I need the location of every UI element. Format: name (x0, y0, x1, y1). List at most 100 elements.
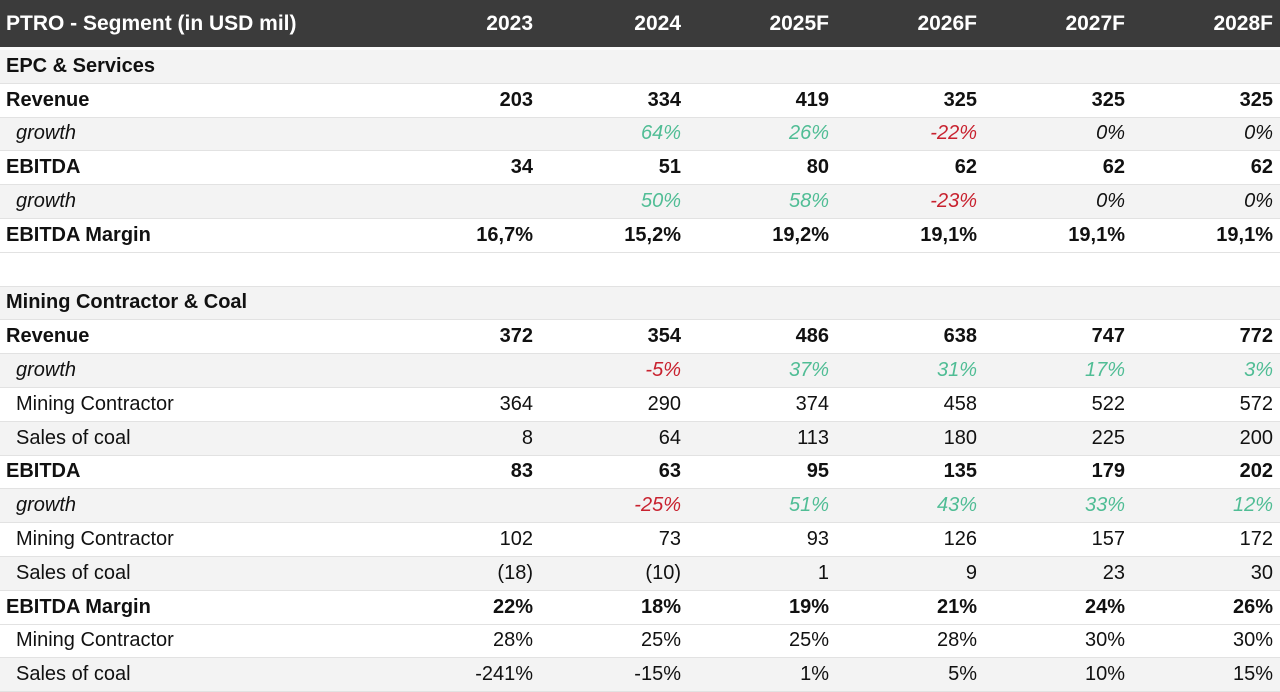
cell-value (392, 252, 540, 287)
cell-value: 63 (540, 455, 688, 490)
cell-value: 64 (540, 421, 688, 456)
cell-value (392, 185, 540, 219)
cell-value: 0% (984, 185, 1132, 219)
table-row: Mining Contractor 364 290 374 458 522 572 (0, 387, 1280, 422)
cell-value: 26% (688, 117, 836, 152)
cell-value: 17% (984, 354, 1132, 388)
cell-value: 93 (688, 523, 836, 557)
table-row: EBITDA Margin 16,7% 15,2% 19,2% 19,1% 19,1% 19… (0, 218, 1280, 253)
cell-value: 354 (540, 320, 688, 355)
row-label: growth (0, 117, 392, 152)
cell-value: 325 (1132, 83, 1280, 118)
year-header: 2024 (540, 0, 688, 50)
table-row: EBITDA Margin 22% 18% 19% 21% 24% 26% (0, 590, 1280, 625)
table-row: EBITDA 34 51 80 62 62 62 (0, 151, 1280, 186)
cell-value (984, 252, 1132, 287)
cell-value (392, 50, 540, 84)
table-row: Sales of coal 8 64 113 180 225 200 (0, 421, 1280, 456)
table-header: PTRO - Segment (in USD mil) 2023 2024 20… (0, 0, 1280, 50)
row-label: growth (0, 489, 392, 524)
cell-value: 200 (1132, 421, 1280, 456)
row-label: Sales of coal (0, 421, 392, 456)
cell-value: 15% (1132, 658, 1280, 692)
cell-value: 25% (540, 624, 688, 659)
table-row: Sales of coal (18) (10) 1 9 23 30 (0, 556, 1280, 591)
cell-value (392, 286, 540, 321)
cell-value (540, 252, 688, 287)
cell-value: 50% (540, 185, 688, 219)
cell-value: 135 (836, 455, 984, 490)
cell-value: 10% (984, 658, 1132, 692)
row-label: growth (0, 185, 392, 219)
cell-value: 157 (984, 523, 1132, 557)
row-label: Sales of coal (0, 658, 392, 692)
cell-value (836, 50, 984, 84)
cell-value (1132, 252, 1280, 287)
cell-value: 23 (984, 556, 1132, 591)
cell-value: 126 (836, 523, 984, 557)
cell-value (688, 252, 836, 287)
cell-value (392, 354, 540, 388)
cell-value: 334 (540, 83, 688, 118)
year-header: 2028F (1132, 0, 1280, 50)
cell-value: 290 (540, 387, 688, 422)
year-header: 2027F (984, 0, 1132, 50)
cell-value: 180 (836, 421, 984, 456)
cell-value: -15% (540, 658, 688, 692)
cell-value: 73 (540, 523, 688, 557)
cell-value: -25% (540, 489, 688, 524)
cell-value: 0% (1132, 185, 1280, 219)
row-label: EBITDA Margin (0, 590, 392, 625)
cell-value: 51 (540, 151, 688, 186)
cell-value: 1% (688, 658, 836, 692)
cell-value (984, 286, 1132, 321)
cell-value: 19,2% (688, 218, 836, 253)
header-row: PTRO - Segment (in USD mil) 2023 2024 20… (0, 0, 1280, 50)
cell-value: 1 (688, 556, 836, 591)
cell-value: 419 (688, 83, 836, 118)
cell-value (540, 50, 688, 84)
cell-value: 19,1% (836, 218, 984, 253)
cell-value: 51% (688, 489, 836, 524)
cell-value: 638 (836, 320, 984, 355)
table-body: EPC & Services Revenue 203 334 419 325 325 325 g… (0, 50, 1280, 692)
cell-value: (10) (540, 556, 688, 591)
row-label: Mining Contractor (0, 523, 392, 557)
cell-value: 80 (688, 151, 836, 186)
cell-value: 33% (984, 489, 1132, 524)
cell-value: 62 (984, 151, 1132, 186)
cell-value: -22% (836, 117, 984, 152)
cell-value: 21% (836, 590, 984, 625)
cell-value: 364 (392, 387, 540, 422)
cell-value: 30 (1132, 556, 1280, 591)
row-label: Revenue (0, 83, 392, 118)
row-label: EBITDA (0, 455, 392, 490)
row-label: Sales of coal (0, 556, 392, 591)
section-row: EPC & Services (0, 50, 1280, 84)
table-row: growth 64% 26% -22% 0% 0% (0, 117, 1280, 152)
year-header: 2023 (392, 0, 540, 50)
cell-value: 0% (984, 117, 1132, 152)
cell-value (836, 252, 984, 287)
cell-value: 18% (540, 590, 688, 625)
cell-value: 203 (392, 83, 540, 118)
table-row: EBITDA 83 63 95 135 179 202 (0, 455, 1280, 490)
cell-value: 9 (836, 556, 984, 591)
cell-value: 202 (1132, 455, 1280, 490)
table-row: growth -25% 51% 43% 33% 12% (0, 489, 1280, 524)
cell-value: 25% (688, 624, 836, 659)
row-label: Mining Contractor (0, 624, 392, 659)
cell-value: 15,2% (540, 218, 688, 253)
cell-value: 102 (392, 523, 540, 557)
row-label: EPC & Services (0, 50, 392, 84)
table-row: Mining Contractor 28% 25% 25% 28% 30% 30% (0, 624, 1280, 659)
cell-value: (18) (392, 556, 540, 591)
table-title: PTRO - Segment (in USD mil) (0, 0, 392, 50)
cell-value (984, 50, 1132, 84)
cell-value: 83 (392, 455, 540, 490)
row-label: Mining Contractor (0, 387, 392, 422)
row-label: Revenue (0, 320, 392, 355)
cell-value: 26% (1132, 590, 1280, 625)
table-row: growth 50% 58% -23% 0% 0% (0, 185, 1280, 219)
